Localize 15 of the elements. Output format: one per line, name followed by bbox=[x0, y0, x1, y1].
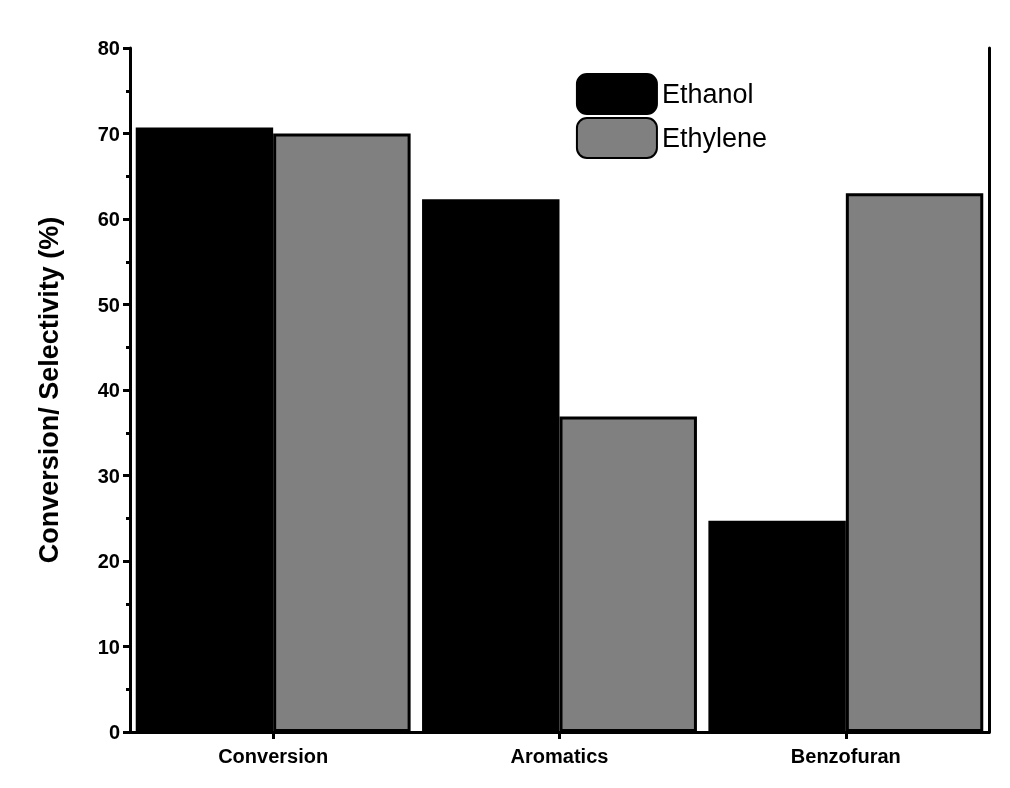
y-tick-label: 70 bbox=[97, 122, 120, 145]
y-tick-label: 50 bbox=[97, 293, 120, 316]
y-tick-label: 80 bbox=[97, 37, 120, 59]
y-tick-label: 20 bbox=[97, 550, 120, 572]
y-tick-label: 0 bbox=[108, 721, 120, 743]
y-tick-label: 40 bbox=[97, 379, 120, 401]
legend-label: Ethanol bbox=[661, 79, 754, 109]
x-tick-label: Benzofuran bbox=[790, 745, 901, 767]
y-tick-label: 10 bbox=[97, 635, 120, 658]
legend-label: Ethylene bbox=[661, 123, 767, 153]
y-tick-label: 30 bbox=[97, 464, 120, 487]
y-tick-label: 60 bbox=[97, 208, 120, 230]
x-tick-label: Aromatics bbox=[510, 745, 609, 767]
x-tick-label: Conversion bbox=[218, 745, 329, 767]
y-axis-title: Conversion/ Selectivity (%) bbox=[33, 216, 64, 564]
